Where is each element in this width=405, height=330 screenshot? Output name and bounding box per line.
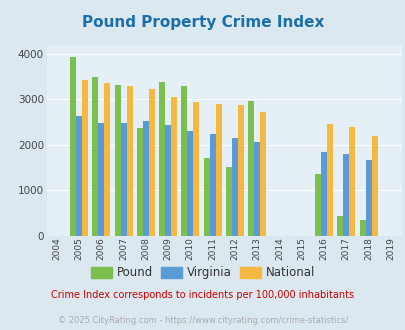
Bar — [326, 124, 332, 236]
Bar — [70, 57, 76, 236]
Bar — [165, 125, 171, 236]
Bar — [314, 174, 320, 236]
Bar — [92, 77, 98, 236]
Bar — [181, 86, 187, 236]
Text: Crime Index corresponds to incidents per 100,000 inhabitants: Crime Index corresponds to incidents per… — [51, 290, 354, 300]
Bar — [104, 83, 110, 236]
Bar — [193, 102, 199, 236]
Bar — [237, 105, 243, 236]
Bar — [260, 112, 266, 236]
Bar — [320, 152, 326, 236]
Bar — [254, 142, 260, 236]
Bar — [247, 101, 254, 236]
Bar — [82, 80, 88, 236]
Bar — [187, 131, 193, 236]
Bar — [120, 123, 126, 236]
Text: © 2025 CityRating.com - https://www.cityrating.com/crime-statistics/: © 2025 CityRating.com - https://www.city… — [58, 316, 347, 325]
Bar — [209, 134, 215, 236]
Bar — [171, 97, 177, 236]
Bar — [143, 121, 149, 236]
Bar — [126, 86, 132, 236]
Bar — [114, 85, 120, 236]
Bar — [159, 82, 165, 236]
Bar — [98, 123, 104, 236]
Bar — [231, 138, 237, 236]
Text: Pound Property Crime Index: Pound Property Crime Index — [82, 15, 323, 30]
Bar — [149, 89, 154, 236]
Bar — [342, 154, 348, 236]
Bar — [215, 104, 221, 236]
Bar — [203, 157, 209, 236]
Bar — [371, 136, 377, 236]
Bar — [76, 115, 82, 236]
Bar — [364, 160, 371, 236]
Bar — [225, 167, 231, 236]
Bar — [337, 216, 342, 236]
Bar — [348, 127, 354, 236]
Legend: Pound, Virginia, National: Pound, Virginia, National — [85, 262, 320, 284]
Bar — [136, 128, 143, 236]
Bar — [358, 220, 364, 236]
